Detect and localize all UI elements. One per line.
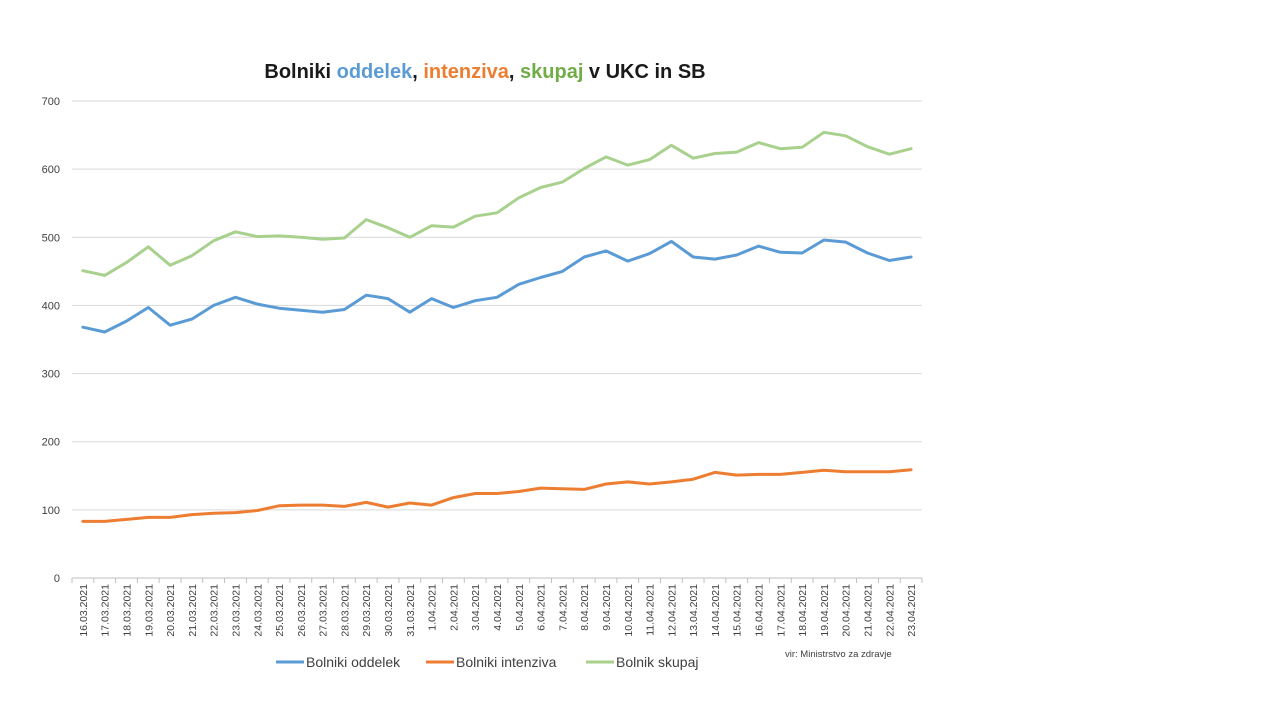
x-tick-label: 11.04.2021	[645, 584, 657, 636]
x-tick-label: 19.04.2021	[819, 584, 831, 637]
x-tick-label: 1.04.2021	[427, 584, 439, 631]
x-tick-label: 2.04.2021	[448, 584, 460, 631]
x-tick-label: 18.04.2021	[797, 584, 809, 637]
x-tick-label: 16.03.2021	[78, 584, 90, 637]
series-line	[81, 468, 913, 523]
x-tick-label: 23.03.2021	[230, 584, 242, 637]
y-tick-label: 600	[42, 164, 60, 176]
x-tick-label: 31.03.2021	[405, 584, 417, 637]
x-tick-label: 8.04.2021	[579, 584, 591, 631]
x-tick-label: 17.03.2021	[100, 584, 112, 637]
x-tick-label: 24.03.2021	[252, 584, 264, 637]
title-part: Bolniki	[264, 61, 336, 83]
x-tick-label: 22.03.2021	[209, 584, 221, 637]
gridlines	[72, 100, 922, 579]
x-tick-label: 29.03.2021	[361, 584, 373, 637]
x-tick-label: 16.04.2021	[754, 584, 766, 637]
x-tick-label: 27.03.2021	[318, 584, 330, 637]
y-tick-label: 0	[54, 573, 60, 585]
legend-label: Bolniki oddelek	[306, 654, 401, 670]
x-tick-label: 15.04.2021	[732, 584, 744, 637]
y-axis: 0 100 200 300 400 500 600 700	[42, 96, 60, 585]
title-part: ,	[412, 61, 423, 83]
x-tick-label: 25.03.2021	[274, 584, 286, 637]
x-tick-label: 9.04.2021	[601, 584, 613, 631]
y-tick-label: 500	[42, 232, 60, 244]
title-part: skupaj	[520, 61, 583, 83]
x-tick-label: 23.04.2021	[906, 584, 918, 637]
x-tick-label: 22.04.2021	[884, 584, 896, 637]
y-tick-label: 400	[42, 300, 60, 312]
x-tick-label: 13.04.2021	[688, 584, 700, 637]
x-tick-label: 30.03.2021	[383, 584, 395, 637]
x-tick-label: 10.04.2021	[623, 584, 635, 637]
y-tick-label: 300	[42, 369, 60, 381]
y-tick-label: 200	[42, 437, 60, 449]
x-tick-label: 21.04.2021	[863, 584, 875, 637]
x-tick-label: 6.04.2021	[536, 584, 548, 631]
x-tick-label: 4.04.2021	[492, 584, 504, 631]
title-part: v UKC in SB	[583, 61, 705, 83]
title-part: ,	[509, 61, 520, 83]
x-axis: 16.03.2021 17.03.2021 18.03.2021 19.03.2021…	[71, 578, 923, 637]
x-tick-label: 21.03.2021	[187, 584, 199, 637]
series-line	[81, 130, 913, 277]
title-part: intenziva	[423, 61, 509, 83]
source-note: vir: Ministrstvo za zdravje	[785, 649, 892, 660]
y-tick-label: 700	[42, 96, 60, 108]
x-tick-label: 12.04.2021	[666, 584, 678, 637]
x-tick-label: 26.03.2021	[296, 584, 308, 637]
legend: Bolniki oddelek Bolniki intenziva Bolnik s…	[276, 654, 699, 670]
x-tick-label: 14.04.2021	[710, 584, 722, 637]
y-tick-label: 100	[42, 505, 60, 517]
title-part: oddelek	[337, 61, 413, 83]
x-tick-label: 3.04.2021	[470, 584, 482, 631]
x-tick-label: 5.04.2021	[514, 584, 526, 631]
x-tick-label: 17.04.2021	[775, 584, 787, 637]
x-tick-label: 20.03.2021	[165, 584, 177, 637]
x-tick-label: 20.04.2021	[841, 584, 853, 637]
x-tick-label: 18.03.2021	[121, 584, 133, 637]
series-line	[81, 238, 913, 334]
x-tick-label: 28.03.2021	[339, 584, 351, 637]
x-tick-label: 19.03.2021	[143, 584, 155, 637]
series-lines	[81, 130, 913, 523]
x-tick-label: 7.04.2021	[557, 584, 569, 631]
legend-label: Bolnik skupaj	[616, 654, 699, 670]
chart-title: Bolniki oddelek, intenziva, skupaj v UKC…	[264, 61, 705, 83]
legend-label: Bolniki intenziva	[456, 654, 557, 670]
